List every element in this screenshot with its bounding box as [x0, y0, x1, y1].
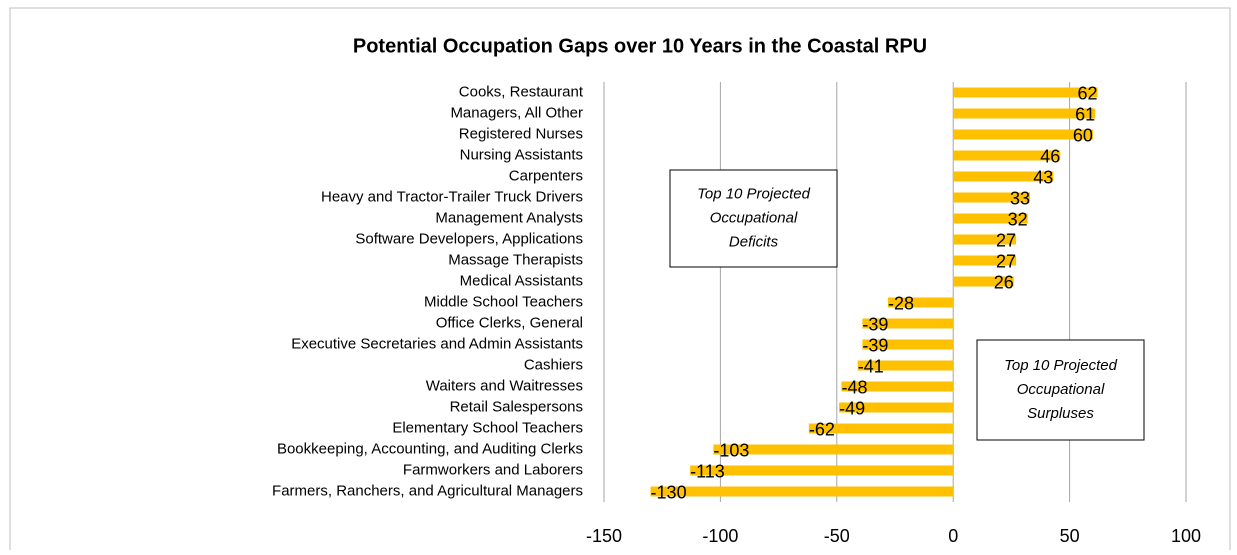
annotation-box	[976, 339, 1145, 441]
y-tick-label: Carpenters	[509, 167, 583, 184]
bar	[808, 423, 954, 434]
x-tick-label: -50	[824, 526, 850, 546]
bar	[713, 444, 954, 455]
value-label: -39	[862, 335, 888, 355]
value-label: 33	[1010, 188, 1030, 208]
y-tick-label: Medical Assistants	[460, 272, 583, 289]
value-label: -48	[841, 377, 867, 397]
bar	[857, 360, 954, 371]
y-tick-label: Managers, All Other	[450, 104, 583, 121]
bar	[953, 108, 1096, 119]
annotation-text: Surpluses	[1027, 405, 1094, 422]
bar	[650, 486, 954, 497]
x-tick-label: -150	[586, 526, 622, 546]
value-label: 27	[996, 230, 1016, 250]
bar	[862, 318, 954, 329]
bar	[953, 129, 1093, 140]
value-label: -130	[651, 482, 687, 502]
value-label: -41	[858, 356, 884, 376]
y-tick-label: Cashiers	[524, 356, 583, 373]
annotation-text: Top 10 Projected	[697, 185, 811, 202]
y-tick-label: Elementary School Teachers	[392, 419, 583, 436]
annotation-text: Occupational	[710, 209, 798, 226]
x-tick-label: 0	[948, 526, 958, 546]
y-tick-label: Heavy and Tractor-Trailer Truck Drivers	[321, 188, 583, 205]
y-tick-label: Management Analysts	[435, 209, 583, 226]
value-label: -28	[888, 293, 914, 313]
y-tick-label: Nursing Assistants	[460, 146, 583, 163]
chart-frame	[9, 7, 1231, 555]
x-tick-label: 50	[1060, 526, 1080, 546]
value-label: 32	[1008, 209, 1028, 229]
annotation-text: Deficits	[729, 233, 779, 250]
bar	[862, 339, 954, 350]
annotation-box	[669, 169, 838, 268]
y-tick-label: Software Developers, Applications	[355, 230, 583, 247]
bar	[690, 465, 954, 476]
bar	[953, 213, 1028, 224]
value-label: -103	[713, 440, 749, 460]
y-tick-label: Farmers, Ranchers, and Agricultural Mana…	[272, 482, 583, 499]
bar	[953, 150, 1061, 161]
value-label: -62	[809, 419, 835, 439]
x-tick-label: -100	[702, 526, 738, 546]
chart-title: Potential Occupation Gaps over 10 Years …	[353, 35, 927, 57]
y-tick-label: Middle School Teachers	[424, 293, 583, 310]
y-tick-label: Bookkeeping, Accounting, and Auditing Cl…	[277, 440, 583, 457]
bar	[888, 297, 954, 308]
y-tick-label: Registered Nurses	[459, 125, 583, 142]
y-tick-label: Farmworkers and Laborers	[403, 461, 583, 478]
y-tick-label: Executive Secretaries and Admin Assistan…	[291, 335, 583, 352]
value-label: -39	[862, 314, 888, 334]
value-label: -113	[690, 461, 725, 481]
y-tick-label: Cooks, Restaurant	[459, 83, 584, 100]
value-label: 61	[1075, 104, 1095, 124]
bar	[841, 381, 954, 392]
annotation-text: Top 10 Projected	[1004, 357, 1118, 374]
bar	[953, 171, 1054, 182]
value-label: 60	[1073, 125, 1093, 145]
value-label: 43	[1033, 167, 1053, 187]
y-tick-label: Office Clerks, General	[436, 314, 583, 331]
value-label: -49	[839, 398, 865, 418]
y-tick-label: Retail Salespersons	[450, 398, 583, 415]
y-tick-label: Massage Therapists	[448, 251, 583, 268]
bar	[953, 276, 1014, 287]
value-label: 62	[1078, 83, 1098, 103]
bar	[839, 402, 954, 413]
bar	[953, 87, 1098, 98]
annotation-text: Occupational	[1017, 381, 1105, 398]
value-label: 27	[996, 251, 1016, 271]
value-label: 46	[1040, 146, 1060, 166]
bar	[953, 255, 1017, 266]
bar	[953, 234, 1017, 245]
bar	[953, 192, 1031, 203]
x-tick-label: 100	[1171, 526, 1201, 546]
value-label: 26	[994, 272, 1014, 292]
y-tick-label: Waiters and Waitresses	[426, 377, 583, 394]
